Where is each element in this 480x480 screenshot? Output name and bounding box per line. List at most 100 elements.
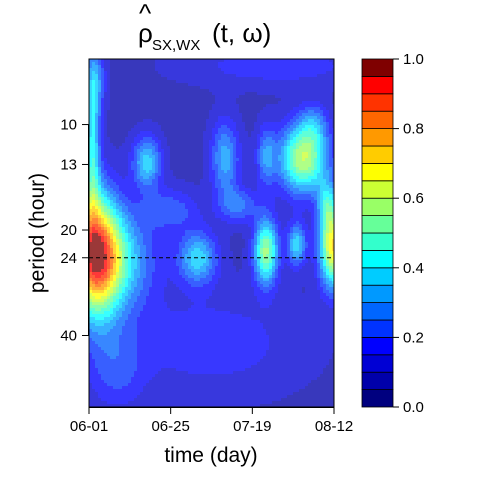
heatmap-cell: [329, 77, 333, 81]
heatmap-cell: [290, 143, 294, 147]
heatmap-cell: [254, 95, 258, 99]
heatmap-cell: [272, 98, 276, 102]
heatmap-cell: [257, 125, 261, 129]
heatmap-cell: [323, 86, 327, 90]
heatmap-cell: [296, 95, 300, 99]
heatmap-cell: [146, 68, 150, 72]
heatmap-cell: [311, 101, 315, 105]
heatmap-cell: [263, 101, 267, 105]
heatmap-cell: [272, 107, 276, 111]
heatmap-cell: [149, 131, 153, 135]
heatmap-cell: [296, 59, 300, 63]
heatmap-cell: [290, 113, 294, 117]
heatmap-cell: [182, 113, 186, 117]
heatmap-cell: [206, 92, 210, 96]
heatmap-cell: [284, 137, 288, 141]
heatmap-cell: [191, 65, 195, 69]
heatmap-cell: [227, 146, 231, 150]
heatmap-cell: [248, 125, 252, 129]
heatmap-cell: [224, 122, 228, 126]
heatmap-cell: [215, 137, 219, 141]
heatmap-cell: [251, 128, 255, 132]
heatmap-cell: [149, 137, 153, 141]
heatmap-cell: [314, 62, 318, 66]
heatmap-cell: [242, 59, 246, 63]
heatmap-cell: [122, 92, 126, 96]
heatmap-cell: [203, 110, 207, 114]
heatmap-cell: [302, 116, 306, 120]
heatmap-cell: [179, 116, 183, 120]
heatmap-cell: [227, 131, 231, 135]
heatmap-cell: [254, 110, 258, 114]
heatmap-cell: [224, 98, 228, 102]
heatmap-cell: [140, 98, 144, 102]
heatmap-cell: [209, 119, 213, 123]
heatmap-cell: [197, 134, 201, 138]
heatmap-cell: [107, 110, 111, 114]
heatmap-cell: [98, 131, 102, 135]
heatmap-cell: [107, 116, 111, 120]
heatmap-cell: [248, 149, 252, 153]
heatmap-cell: [308, 131, 312, 135]
heatmap-cell: [326, 104, 330, 108]
heatmap-cell: [92, 107, 96, 111]
heatmap-cell: [227, 113, 231, 117]
heatmap-cell: [296, 146, 300, 150]
heatmap-cell: [116, 152, 120, 156]
heatmap-cell: [131, 125, 135, 129]
heatmap-cell: [251, 83, 255, 87]
chart-title: ρ ^ SX,WX (t, ω): [138, 0, 271, 54]
heatmap-cell: [95, 128, 99, 132]
heatmap-cell: [290, 116, 294, 120]
heatmap-cell: [95, 146, 99, 150]
heatmap-cell: [125, 155, 129, 159]
heatmap-cell: [221, 62, 225, 66]
heatmap-cell: [275, 131, 279, 135]
heatmap-cell: [239, 122, 243, 126]
heatmap-cell: [89, 74, 93, 78]
heatmap-cell: [110, 95, 114, 99]
heatmap-cell: [266, 98, 270, 102]
heatmap-cell: [89, 80, 93, 84]
heatmap-cell: [131, 113, 135, 117]
heatmap-cell: [134, 80, 138, 84]
heatmap-cell: [242, 95, 246, 99]
heatmap-cell: [149, 86, 153, 90]
heatmap-cell: [233, 128, 237, 132]
heatmap-cell: [206, 128, 210, 132]
heatmap-cell: [245, 122, 249, 126]
heatmap-cell: [95, 137, 99, 141]
heatmap-cell: [332, 80, 334, 84]
heatmap-cell: [287, 137, 291, 141]
heatmap-cell: [158, 62, 162, 66]
heatmap-cell: [200, 116, 204, 120]
heatmap-cell: [299, 62, 303, 66]
heatmap-cell: [104, 137, 108, 141]
heatmap-cell: [314, 113, 318, 117]
heatmap-cell: [320, 98, 324, 102]
heatmap-cell: [131, 107, 135, 111]
heatmap-cell: [152, 131, 156, 135]
heatmap-cell: [161, 95, 165, 99]
heatmap-cell: [299, 77, 303, 81]
heatmap-cell: [176, 74, 180, 78]
heatmap-cell: [116, 128, 120, 132]
heatmap-cell: [308, 137, 312, 141]
heatmap-cell: [203, 146, 207, 150]
heatmap-cell: [263, 104, 267, 108]
heatmap-cell: [182, 143, 186, 147]
heatmap-cell: [329, 59, 333, 63]
heatmap-cell: [173, 101, 177, 105]
heatmap-cell: [224, 95, 228, 99]
heatmap-cell: [287, 86, 291, 90]
heatmap-cell: [242, 152, 246, 156]
heatmap-cell: [254, 107, 258, 111]
heatmap-cell: [167, 128, 171, 132]
heatmap-cell: [98, 62, 102, 66]
heatmap-cell: [197, 155, 201, 159]
heatmap-cell: [260, 65, 264, 69]
heatmap-cell: [311, 92, 315, 96]
heatmap-cell: [320, 122, 324, 126]
heatmap-cell: [134, 134, 138, 138]
heatmap-cell: [299, 68, 303, 72]
